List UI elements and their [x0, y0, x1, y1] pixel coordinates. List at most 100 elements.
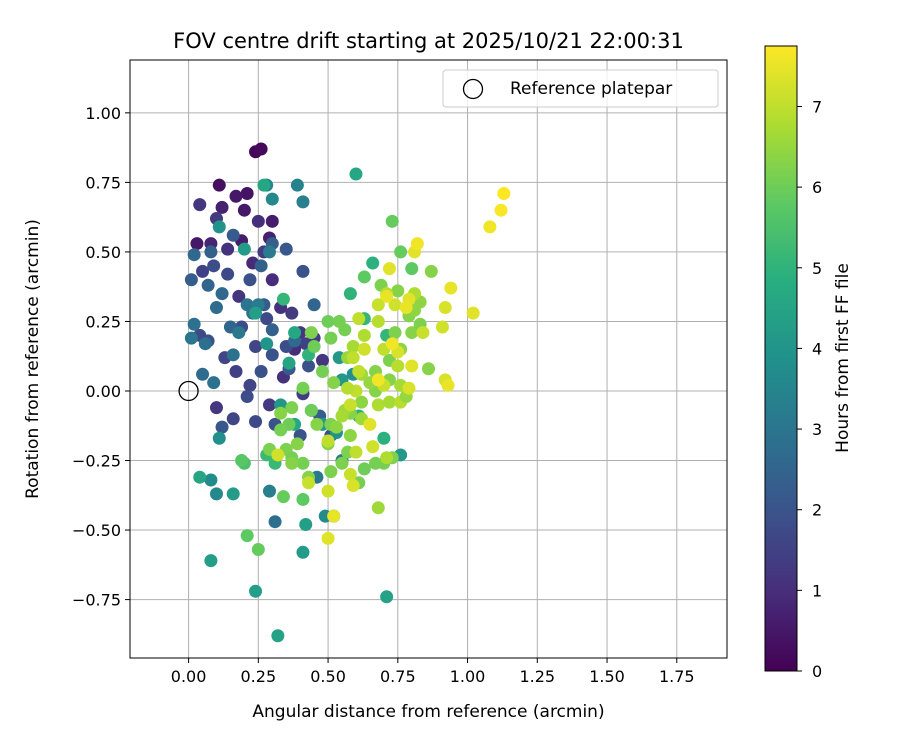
data-point — [382, 395, 396, 409]
data-point — [304, 403, 318, 417]
data-point — [254, 365, 268, 379]
y-tick-label: 0.00 — [85, 382, 121, 401]
colorbar-tick-label: 3 — [812, 420, 822, 439]
data-point — [209, 301, 223, 315]
data-point — [438, 301, 452, 315]
x-tick-label: 1.50 — [589, 667, 625, 686]
data-point — [327, 509, 341, 523]
data-point — [226, 487, 240, 501]
data-point — [346, 351, 360, 365]
data-point — [251, 543, 265, 557]
data-point — [483, 220, 497, 234]
colorbar-label: Hours from first FF file — [833, 263, 853, 453]
data-point — [237, 242, 251, 256]
data-point — [271, 448, 285, 462]
data-point — [251, 214, 265, 228]
data-point — [304, 326, 318, 340]
data-point — [363, 417, 377, 431]
data-point — [226, 228, 240, 242]
data-point — [388, 326, 402, 340]
y-tick-label: 0.75 — [85, 173, 121, 192]
data-point — [296, 264, 310, 278]
data-point — [388, 298, 402, 312]
data-point — [321, 484, 335, 498]
data-point — [271, 629, 285, 643]
data-point — [307, 339, 321, 353]
data-point — [240, 529, 254, 543]
data-point — [209, 401, 223, 415]
data-point — [422, 362, 435, 376]
data-point — [237, 203, 251, 217]
colorbar-tick-label: 7 — [812, 97, 822, 116]
data-point — [207, 259, 221, 273]
data-point — [338, 323, 352, 337]
data-point — [184, 331, 198, 345]
data-point — [335, 456, 349, 470]
colorbar-tick-label: 4 — [812, 339, 822, 358]
data-point — [262, 245, 276, 259]
data-point — [193, 198, 207, 212]
data-point — [262, 484, 276, 498]
data-point — [371, 501, 385, 515]
data-point — [285, 456, 299, 470]
data-point — [296, 381, 310, 395]
colorbar-tick-label: 5 — [812, 259, 822, 278]
data-point — [346, 479, 360, 493]
colorbar-tick-label: 6 — [812, 178, 822, 197]
data-point — [240, 390, 254, 404]
data-point — [249, 415, 263, 429]
x-tick-label: 1.75 — [659, 667, 695, 686]
data-point — [265, 348, 279, 362]
data-point — [265, 192, 279, 206]
data-point — [410, 237, 424, 251]
data-point — [196, 367, 210, 381]
data-point — [494, 203, 508, 217]
data-point — [296, 195, 310, 209]
legend-box — [442, 69, 719, 108]
colorbar-gradient — [764, 45, 798, 672]
data-point — [385, 337, 399, 351]
data-point — [221, 267, 235, 281]
data-point — [190, 237, 204, 251]
data-point — [279, 242, 293, 256]
x-tick-label: 0.75 — [380, 667, 416, 686]
data-point — [349, 445, 363, 459]
data-point — [221, 242, 235, 256]
data-point — [265, 323, 279, 337]
data-point — [357, 462, 371, 476]
data-point — [254, 142, 268, 156]
data-point — [357, 270, 371, 284]
data-point — [232, 326, 246, 340]
data-point — [196, 264, 210, 278]
data-point — [276, 490, 290, 504]
plot-frame — [129, 59, 728, 659]
data-point — [268, 515, 282, 529]
colorbar-tick-label: 0 — [812, 662, 822, 681]
data-point — [327, 376, 341, 390]
data-point — [343, 467, 357, 481]
data-point — [343, 428, 357, 442]
data-point — [215, 200, 229, 214]
data-point — [385, 214, 399, 228]
colorbar-ticks: 0 1 2 3 4 5 6 7 — [797, 97, 822, 681]
data-point — [380, 451, 394, 465]
data-point — [209, 487, 223, 501]
data-point — [391, 284, 405, 298]
data-point — [207, 376, 221, 390]
y-tick-label: −0.25 — [72, 452, 121, 471]
data-point — [371, 314, 385, 328]
y-axis-ticks: 1.00 0.75 0.50 0.25 0.00 −0.25 −0.50 −0.75 — [72, 104, 130, 610]
data-point — [402, 381, 416, 395]
data-point — [198, 337, 212, 351]
data-point — [212, 431, 226, 445]
legend-label: Reference platepar — [510, 79, 672, 99]
data-point — [201, 278, 215, 292]
data-point — [335, 409, 349, 423]
data-point — [315, 365, 329, 379]
data-point — [405, 326, 419, 340]
data-point — [357, 342, 371, 356]
data-point — [343, 287, 357, 301]
data-point — [285, 306, 299, 320]
data-point — [184, 273, 198, 287]
